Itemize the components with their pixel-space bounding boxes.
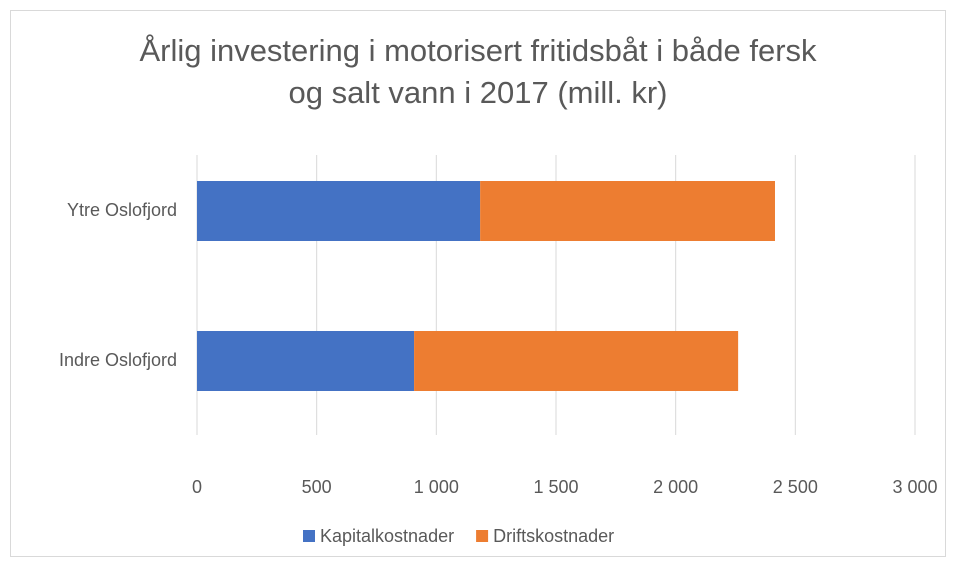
legend-label: Driftskostnader (493, 526, 614, 546)
y-tick-label: Indre Oslofjord (59, 350, 177, 370)
x-tick-label: 2 000 (653, 477, 698, 497)
chart-border (10, 10, 946, 557)
legend-swatch (476, 530, 489, 542)
x-tick-label: 1 000 (414, 477, 459, 497)
bar (197, 331, 415, 391)
bar (197, 181, 481, 241)
legend-swatch (303, 530, 315, 542)
x-tick-label: 2 500 (773, 477, 818, 497)
legend-label: Kapitalkostnader (320, 526, 454, 546)
x-tick-label: 0 (192, 477, 202, 497)
x-tick-label: 1 500 (533, 477, 578, 497)
y-tick-label: Ytre Oslofjord (67, 200, 177, 220)
bar (480, 181, 775, 241)
bar (414, 331, 739, 391)
chart-title: Årlig investering i motorisert fritidsbå… (139, 33, 817, 110)
x-tick-label: 500 (302, 477, 332, 497)
x-tick-label: 3 000 (892, 477, 937, 497)
